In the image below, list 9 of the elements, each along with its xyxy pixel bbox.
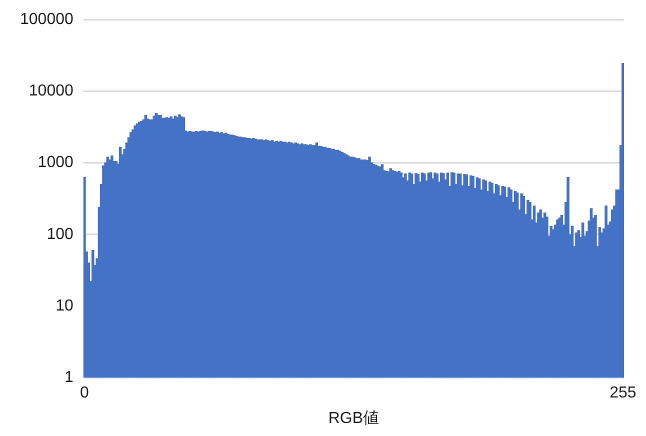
x-axis-title: RGB値	[328, 410, 380, 427]
y-tick-label: 10	[56, 297, 74, 314]
x-tick-label: 0	[80, 384, 89, 402]
y-tick-label: 10000	[28, 82, 74, 100]
y-tick-label: 1	[64, 369, 74, 386]
y-tick-label: 1000	[38, 154, 74, 172]
y-tick-label: 100000	[20, 11, 74, 28]
y-tick-label: 100	[46, 226, 74, 243]
x-tick-label: 255	[610, 384, 636, 402]
